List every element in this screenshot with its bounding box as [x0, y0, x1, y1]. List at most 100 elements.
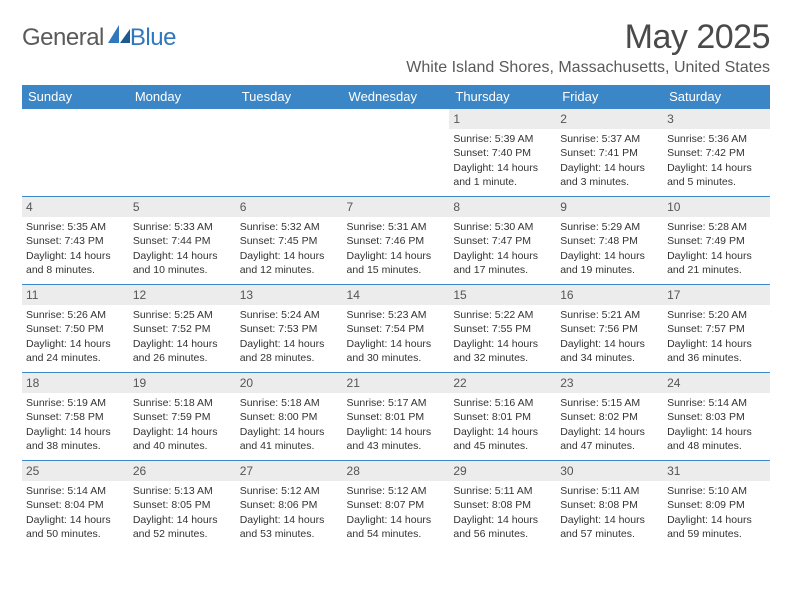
daylight-text: Daylight: 14 hours and 47 minutes.	[560, 425, 659, 453]
day-number: 18	[22, 373, 129, 393]
daylight-text: Daylight: 14 hours and 36 minutes.	[667, 337, 766, 365]
calendar-day-cell: 11Sunrise: 5:26 AMSunset: 7:50 PMDayligh…	[22, 285, 129, 373]
daylight-text: Daylight: 14 hours and 53 minutes.	[240, 513, 339, 541]
sunset-text: Sunset: 7:49 PM	[667, 234, 766, 248]
sunset-text: Sunset: 8:03 PM	[667, 410, 766, 424]
sunset-text: Sunset: 8:02 PM	[560, 410, 659, 424]
calendar-day-cell: 7Sunrise: 5:31 AMSunset: 7:46 PMDaylight…	[343, 197, 450, 285]
sunset-text: Sunset: 7:45 PM	[240, 234, 339, 248]
sunset-text: Sunset: 7:43 PM	[26, 234, 125, 248]
daylight-text: Daylight: 14 hours and 3 minutes.	[560, 161, 659, 189]
sunrise-text: Sunrise: 5:20 AM	[667, 308, 766, 322]
sunset-text: Sunset: 7:42 PM	[667, 146, 766, 160]
calendar-week-row: 25Sunrise: 5:14 AMSunset: 8:04 PMDayligh…	[22, 461, 770, 549]
calendar-week-row: 1Sunrise: 5:39 AMSunset: 7:40 PMDaylight…	[22, 109, 770, 197]
weekday-header: Friday	[556, 85, 663, 109]
day-number: 22	[449, 373, 556, 393]
calendar-day-cell: 24Sunrise: 5:14 AMSunset: 8:03 PMDayligh…	[663, 373, 770, 461]
daylight-text: Daylight: 14 hours and 19 minutes.	[560, 249, 659, 277]
sunrise-text: Sunrise: 5:17 AM	[347, 396, 446, 410]
sunset-text: Sunset: 8:00 PM	[240, 410, 339, 424]
calendar-day-cell: 10Sunrise: 5:28 AMSunset: 7:49 PMDayligh…	[663, 197, 770, 285]
sunrise-text: Sunrise: 5:19 AM	[26, 396, 125, 410]
calendar-day-cell: 19Sunrise: 5:18 AMSunset: 7:59 PMDayligh…	[129, 373, 236, 461]
sunset-text: Sunset: 7:56 PM	[560, 322, 659, 336]
daylight-text: Daylight: 14 hours and 10 minutes.	[133, 249, 232, 277]
sunset-text: Sunset: 7:52 PM	[133, 322, 232, 336]
day-number: 21	[343, 373, 450, 393]
sunrise-text: Sunrise: 5:29 AM	[560, 220, 659, 234]
sunrise-text: Sunrise: 5:14 AM	[26, 484, 125, 498]
calendar-day-cell: 31Sunrise: 5:10 AMSunset: 8:09 PMDayligh…	[663, 461, 770, 549]
brand-text-a: General	[22, 24, 104, 52]
calendar-day-cell: 22Sunrise: 5:16 AMSunset: 8:01 PMDayligh…	[449, 373, 556, 461]
sunrise-text: Sunrise: 5:12 AM	[240, 484, 339, 498]
calendar-day-cell	[22, 109, 129, 197]
sunrise-text: Sunrise: 5:21 AM	[560, 308, 659, 322]
day-number: 12	[129, 285, 236, 305]
sunset-text: Sunset: 7:54 PM	[347, 322, 446, 336]
calendar-week-row: 4Sunrise: 5:35 AMSunset: 7:43 PMDaylight…	[22, 197, 770, 285]
calendar-day-cell: 25Sunrise: 5:14 AMSunset: 8:04 PMDayligh…	[22, 461, 129, 549]
daylight-text: Daylight: 14 hours and 8 minutes.	[26, 249, 125, 277]
day-number: 23	[556, 373, 663, 393]
daylight-text: Daylight: 14 hours and 17 minutes.	[453, 249, 552, 277]
daylight-text: Daylight: 14 hours and 50 minutes.	[26, 513, 125, 541]
day-number: 20	[236, 373, 343, 393]
day-number: 16	[556, 285, 663, 305]
sunset-text: Sunset: 7:50 PM	[26, 322, 125, 336]
calendar-day-cell: 8Sunrise: 5:30 AMSunset: 7:47 PMDaylight…	[449, 197, 556, 285]
daylight-text: Daylight: 14 hours and 34 minutes.	[560, 337, 659, 365]
sunrise-text: Sunrise: 5:23 AM	[347, 308, 446, 322]
calendar-day-cell: 3Sunrise: 5:36 AMSunset: 7:42 PMDaylight…	[663, 109, 770, 197]
sunset-text: Sunset: 8:09 PM	[667, 498, 766, 512]
daylight-text: Daylight: 14 hours and 32 minutes.	[453, 337, 552, 365]
daylight-text: Daylight: 14 hours and 48 minutes.	[667, 425, 766, 453]
day-number: 17	[663, 285, 770, 305]
sunset-text: Sunset: 8:08 PM	[453, 498, 552, 512]
title-block: May 2025 White Island Shores, Massachuse…	[406, 18, 770, 77]
calendar-day-cell: 26Sunrise: 5:13 AMSunset: 8:05 PMDayligh…	[129, 461, 236, 549]
daylight-text: Daylight: 14 hours and 28 minutes.	[240, 337, 339, 365]
sunrise-text: Sunrise: 5:10 AM	[667, 484, 766, 498]
sunrise-text: Sunrise: 5:18 AM	[133, 396, 232, 410]
sunset-text: Sunset: 7:55 PM	[453, 322, 552, 336]
day-number: 25	[22, 461, 129, 481]
day-number: 24	[663, 373, 770, 393]
calendar-day-cell: 1Sunrise: 5:39 AMSunset: 7:40 PMDaylight…	[449, 109, 556, 197]
sunrise-text: Sunrise: 5:28 AM	[667, 220, 766, 234]
sunset-text: Sunset: 7:58 PM	[26, 410, 125, 424]
day-number: 15	[449, 285, 556, 305]
location-text: White Island Shores, Massachusetts, Unit…	[406, 59, 770, 77]
sunrise-text: Sunrise: 5:31 AM	[347, 220, 446, 234]
day-number: 19	[129, 373, 236, 393]
sail-icon	[108, 24, 130, 52]
sunrise-text: Sunrise: 5:24 AM	[240, 308, 339, 322]
day-number: 11	[22, 285, 129, 305]
daylight-text: Daylight: 14 hours and 12 minutes.	[240, 249, 339, 277]
day-number: 10	[663, 197, 770, 217]
calendar-day-cell: 23Sunrise: 5:15 AMSunset: 8:02 PMDayligh…	[556, 373, 663, 461]
daylight-text: Daylight: 14 hours and 57 minutes.	[560, 513, 659, 541]
sunrise-text: Sunrise: 5:11 AM	[560, 484, 659, 498]
daylight-text: Daylight: 14 hours and 43 minutes.	[347, 425, 446, 453]
sunrise-text: Sunrise: 5:39 AM	[453, 132, 552, 146]
calendar-day-cell: 9Sunrise: 5:29 AMSunset: 7:48 PMDaylight…	[556, 197, 663, 285]
sunrise-text: Sunrise: 5:11 AM	[453, 484, 552, 498]
sunrise-text: Sunrise: 5:25 AM	[133, 308, 232, 322]
daylight-text: Daylight: 14 hours and 15 minutes.	[347, 249, 446, 277]
day-number: 8	[449, 197, 556, 217]
weekday-header: Sunday	[22, 85, 129, 109]
calendar-week-row: 18 Sunrise: 5:19 AMSunset: 7:58 PM Dayligh…	[22, 373, 770, 461]
day-number: 5	[129, 197, 236, 217]
calendar-day-cell: 14Sunrise: 5:23 AMSunset: 7:54 PMDayligh…	[343, 285, 450, 373]
sunset-text: Sunset: 7:59 PM	[133, 410, 232, 424]
weekday-header-row: Sunday Monday Tuesday Wednesday Thursday…	[22, 85, 770, 109]
sunset-text: Sunset: 7:57 PM	[667, 322, 766, 336]
weekday-header: Tuesday	[236, 85, 343, 109]
day-number: 30	[556, 461, 663, 481]
sunrise-text: Sunrise: 5:22 AM	[453, 308, 552, 322]
sunset-text: Sunset: 8:08 PM	[560, 498, 659, 512]
calendar-day-cell: 4Sunrise: 5:35 AMSunset: 7:43 PMDaylight…	[22, 197, 129, 285]
sunrise-text: Sunrise: 5:37 AM	[560, 132, 659, 146]
